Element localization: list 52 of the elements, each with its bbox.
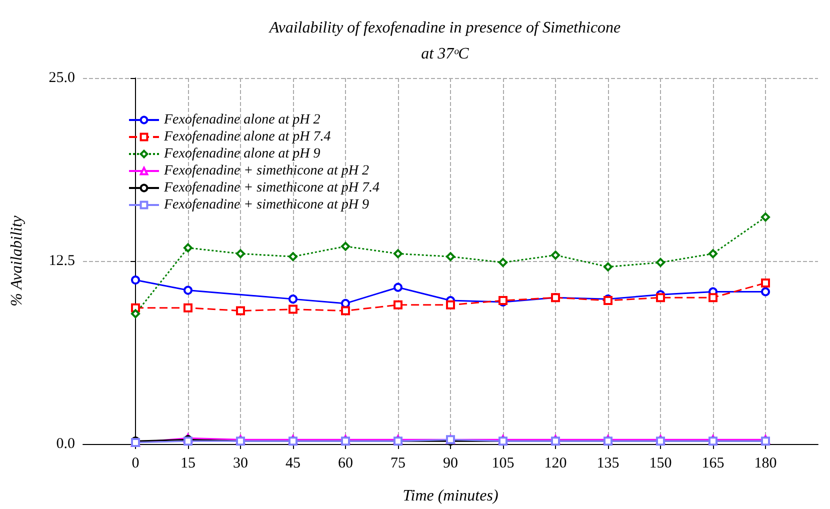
point	[236, 249, 245, 258]
legend-label: Fexofenadine alone at pH 9	[163, 146, 320, 162]
x-tick-label: 60	[338, 456, 353, 472]
x-tick-label: 150	[649, 456, 672, 472]
y-tick-label: 0.0	[56, 436, 75, 452]
point	[394, 300, 402, 310]
x-tick-label: 0	[132, 456, 140, 472]
x-tick-label: 180	[754, 456, 777, 472]
point	[341, 306, 350, 316]
point	[656, 258, 665, 267]
x-axis-title: Time (minutes)	[402, 488, 498, 504]
point	[394, 249, 402, 258]
point	[131, 276, 140, 285]
x-tick-label: 90	[443, 456, 458, 472]
y-axis-title: % Availability	[8, 214, 26, 306]
point	[446, 300, 455, 310]
y-tick-label: 25.0	[48, 70, 75, 86]
legend-label: Fexofenadine alone at pH 7.4	[163, 130, 331, 144]
x-tick-label: 120	[544, 456, 567, 472]
legend-label: Fexofenadine + simethicone at pH 2	[163, 164, 370, 178]
point	[184, 286, 192, 295]
chart-title: Availability of fexofenadine in presence of Simethicone at 37ᵒC	[268, 20, 621, 62]
point	[131, 309, 140, 318]
point	[184, 303, 192, 312]
x-tick-label: 30	[233, 456, 248, 472]
point	[708, 293, 718, 302]
point	[288, 304, 298, 314]
point	[288, 252, 298, 262]
point	[236, 306, 245, 316]
x-tick-label: 105	[492, 456, 514, 472]
point	[761, 278, 770, 288]
point	[288, 294, 298, 304]
point	[656, 293, 665, 302]
y-tick-label: 12.5	[48, 253, 75, 269]
point	[604, 262, 612, 272]
legend-label: Fexofenadine alone at pH 2	[163, 112, 320, 128]
point	[708, 249, 718, 258]
point	[394, 282, 402, 292]
point	[184, 243, 192, 252]
point	[551, 250, 560, 260]
point	[446, 252, 455, 262]
x-tick-label: 45	[286, 456, 300, 472]
point	[761, 287, 770, 296]
x-tick-label: 15	[180, 456, 196, 472]
point	[341, 242, 350, 251]
legend-label: Fexofenadine + simethicone at pH 7.4	[163, 180, 380, 196]
x-tick-label: 165	[702, 456, 724, 472]
point	[761, 212, 770, 222]
legend-label: Fexofenadine + simethicone at pH 9	[163, 198, 370, 212]
point	[498, 258, 508, 267]
x-tick-label: 75	[390, 456, 406, 472]
x-tick-label: 135	[596, 456, 620, 472]
